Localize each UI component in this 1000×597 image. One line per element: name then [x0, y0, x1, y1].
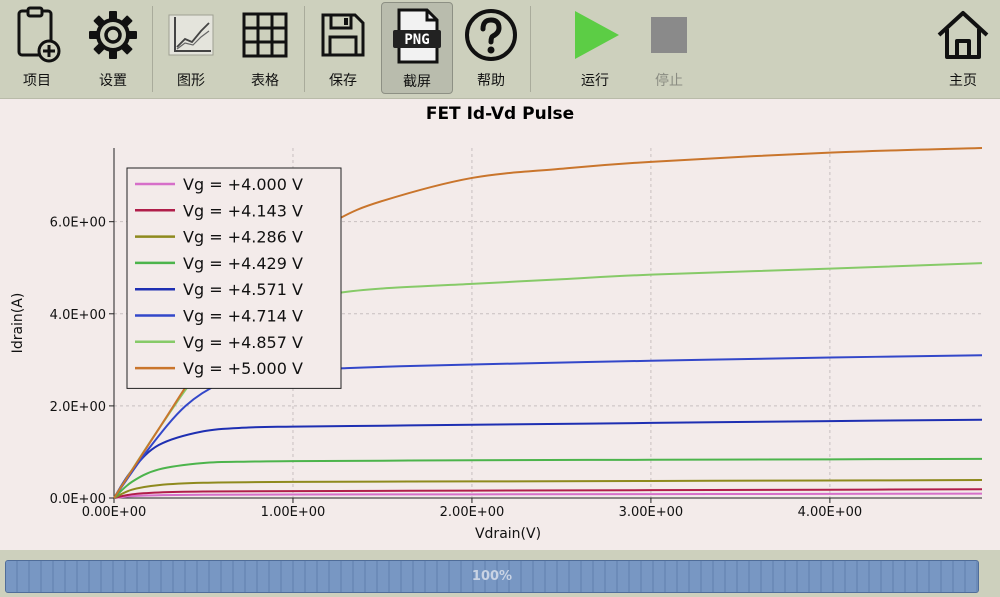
- legend-label: Vg = +4.429 V: [183, 254, 303, 273]
- legend-label: Vg = +4.000 V: [183, 175, 303, 194]
- save-button[interactable]: 保存: [310, 2, 376, 94]
- series-line: [113, 354, 983, 499]
- help-label: 帮助: [477, 73, 505, 89]
- legend-label: Vg = +4.714 V: [183, 307, 303, 326]
- series-line: [113, 488, 983, 499]
- y-tick-label: 6.0E+00: [50, 216, 106, 231]
- progress-fill: [6, 561, 978, 592]
- graph-icon: [159, 2, 223, 68]
- toolbar-separator: [152, 6, 153, 92]
- y-tick-label: 4.0E+00: [50, 308, 106, 323]
- help-button[interactable]: 帮助: [458, 2, 524, 94]
- stop-label: 停止: [655, 73, 683, 89]
- x-tick-label: 1.00E+00: [261, 505, 326, 520]
- y-tick-label: 2.0E+00: [50, 400, 106, 415]
- chart-title: FET Id-Vd Pulse: [425, 104, 575, 124]
- x-tick-label: 2.00E+00: [440, 505, 505, 520]
- chart: 0.00E+00 1.00E+00 2.00E+00 3.00E+00 4.00E+00…: [10, 147, 983, 542]
- table-icon: [233, 2, 297, 68]
- run-label: 运行: [581, 73, 609, 89]
- play-icon: [563, 2, 627, 68]
- x-tick-label: 4.00E+00: [798, 505, 863, 520]
- legend-label: Vg = +4.857 V: [183, 333, 303, 352]
- save-label: 保存: [329, 73, 357, 89]
- table-label: 表格: [251, 73, 279, 89]
- toolbar-separator: [304, 6, 305, 92]
- series-line: [113, 457, 983, 499]
- y-tick-label: 0.0E+00: [50, 492, 106, 507]
- y-axis-label: Idrain(A): [10, 293, 26, 354]
- legend-label: Vg = +4.143 V: [183, 201, 303, 220]
- series-line: [113, 492, 983, 499]
- x-tick-label: 0.00E+00: [82, 505, 147, 520]
- legend-label: Vg = +4.571 V: [183, 280, 303, 299]
- graph-button[interactable]: 图形: [158, 2, 224, 94]
- run-button[interactable]: 运行: [562, 2, 628, 94]
- toolbar-separator: [530, 6, 531, 92]
- home-label: 主页: [949, 73, 977, 89]
- progress-bar: 100%: [5, 560, 979, 593]
- project-add-icon: [5, 2, 69, 68]
- help-icon: [459, 2, 523, 68]
- legend-label: Vg = +5.000 V: [183, 359, 303, 378]
- home-icon: [931, 2, 995, 68]
- graph-label: 图形: [177, 73, 205, 89]
- legend-box: [126, 167, 342, 389]
- settings-button[interactable]: 设置: [80, 2, 146, 94]
- save-icon: [311, 2, 375, 68]
- progress-text: 100%: [471, 569, 513, 584]
- x-axis-label: Vdrain(V): [475, 526, 541, 542]
- stop-button[interactable]: 停止: [636, 2, 702, 94]
- screenshot-button[interactable]: PNG 截屏: [381, 2, 453, 94]
- series-line: [113, 479, 983, 499]
- settings-label: 设置: [99, 73, 127, 89]
- legend-label: Vg = +4.286 V: [183, 228, 303, 247]
- screenshot-label: 截屏: [403, 74, 431, 90]
- gear-icon: [81, 2, 145, 68]
- table-button[interactable]: 表格: [232, 2, 298, 94]
- project-button[interactable]: 项目: [4, 2, 70, 94]
- stop-icon: [637, 2, 701, 68]
- x-tick-label: 3.00E+00: [619, 505, 684, 520]
- png-screenshot-icon: PNG: [385, 3, 449, 69]
- svg-text:PNG: PNG: [404, 32, 429, 48]
- project-label: 项目: [23, 73, 51, 89]
- series-line: [113, 418, 983, 499]
- home-button[interactable]: 主页: [930, 2, 996, 94]
- toolbar: 项目 设置: [0, 0, 1000, 99]
- status-bar: 100%: [0, 550, 1000, 597]
